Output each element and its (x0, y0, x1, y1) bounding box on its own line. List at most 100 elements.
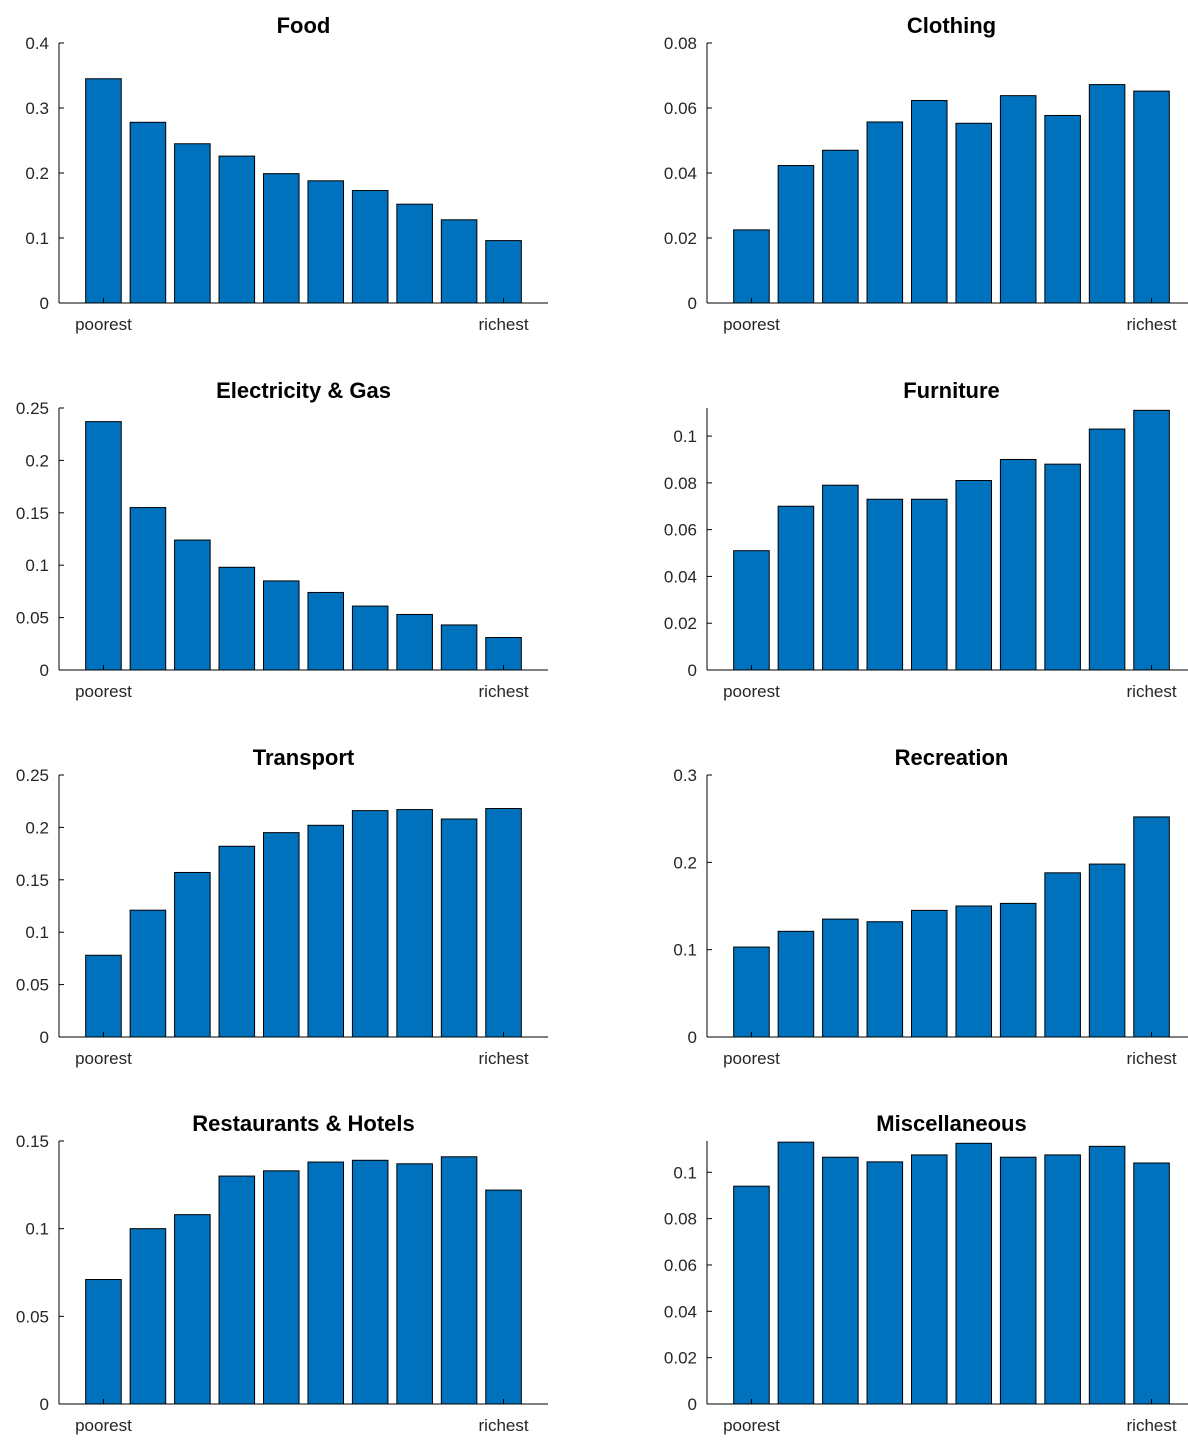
y-tick-label: 0.06 (664, 521, 697, 540)
bar (999, 458, 1037, 671)
bar (307, 180, 345, 304)
bar (822, 484, 859, 671)
bar (129, 121, 167, 304)
bar (733, 550, 770, 671)
y-tick-label: 0.02 (664, 614, 697, 633)
y-tick-label: 0.15 (16, 504, 49, 523)
y-tick-label: 0.1 (25, 923, 49, 942)
chart-title: Furniture (903, 378, 1000, 403)
y-tick-label: 0.25 (16, 766, 49, 785)
y-tick-label: 0.15 (16, 1132, 49, 1151)
x-tick-label: richest (1127, 682, 1177, 701)
bar (485, 1189, 522, 1405)
x-tick-label: poorest (75, 315, 132, 334)
y-tick-label: 0.1 (25, 1220, 49, 1239)
chart-title: Food (277, 13, 331, 38)
bar (351, 605, 389, 671)
y-tick-label: 0.1 (25, 229, 49, 248)
y-tick-label: 0.04 (664, 164, 697, 183)
chart-panel-0: Food 0 0.1 0.2 0.3 0.4 poorest richest (25, 13, 548, 334)
chart-panel-1: Clothing 0 0.02 0.04 0.06 0.08 poorest richest (664, 13, 1188, 334)
bar (351, 1159, 389, 1405)
bar (822, 918, 859, 1038)
bar (777, 930, 815, 1038)
bar (1088, 84, 1126, 304)
bar (218, 1175, 256, 1405)
x-tick-label: richest (479, 682, 529, 701)
bar (85, 1279, 122, 1405)
chart-title: Transport (253, 745, 355, 770)
bar (174, 871, 211, 1038)
bar (440, 624, 478, 671)
y-tick-label: 0 (688, 294, 697, 313)
bar (262, 580, 300, 671)
chart-panel-6: Restaurants & Hotels 0 0.05 0.1 0.15 poorest r… (16, 1111, 548, 1435)
bar (866, 1161, 904, 1405)
bar (174, 539, 211, 671)
bar (262, 173, 300, 304)
bar (822, 1156, 859, 1405)
x-tick-label: richest (1127, 1416, 1177, 1435)
y-tick-label: 0.06 (664, 99, 697, 118)
chart-title: Miscellaneous (876, 1111, 1026, 1136)
bar (85, 78, 122, 304)
bar (307, 824, 345, 1038)
bar (262, 1170, 300, 1405)
x-tick-label: poorest (75, 682, 132, 701)
bar (866, 121, 904, 304)
bar (129, 909, 167, 1038)
bar (1133, 90, 1170, 304)
y-tick-label: 0 (40, 1395, 49, 1414)
bar (1044, 463, 1081, 671)
bar (999, 1156, 1037, 1405)
y-tick-label: 0 (688, 1028, 697, 1047)
bar (910, 498, 948, 671)
y-tick-label: 0.02 (664, 229, 697, 248)
bar (1133, 816, 1170, 1038)
y-tick-label: 0.25 (16, 399, 49, 418)
bar (733, 229, 770, 304)
y-tick-label: 0 (40, 294, 49, 313)
y-tick-label: 0.2 (25, 451, 49, 470)
y-tick-label: 0.1 (673, 941, 697, 960)
bar (999, 902, 1037, 1038)
bar (733, 946, 770, 1038)
bar (129, 507, 167, 671)
y-tick-label: 0.08 (664, 1210, 697, 1229)
y-tick-label: 0.1 (673, 427, 697, 446)
bar (1133, 1162, 1170, 1405)
bar (396, 809, 433, 1038)
y-tick-label: 0.2 (25, 164, 49, 183)
y-tick-label: 0.04 (664, 567, 697, 586)
chart-title: Electricity & Gas (216, 378, 391, 403)
chart-panel-5: Recreation 0 0.1 0.2 0.3 poorest richest (673, 745, 1188, 1068)
y-tick-label: 0.05 (16, 609, 49, 628)
y-tick-label: 0 (688, 661, 697, 680)
bar (218, 566, 256, 671)
bar (999, 95, 1037, 304)
y-tick-label: 0.02 (664, 1349, 697, 1368)
x-tick-label: poorest (75, 1416, 132, 1435)
bar (777, 505, 815, 671)
x-tick-label: poorest (723, 682, 780, 701)
chart-title: Restaurants & Hotels (192, 1111, 415, 1136)
bar (440, 1156, 478, 1405)
x-tick-label: richest (479, 1416, 529, 1435)
bar (307, 591, 345, 671)
bar (1088, 1145, 1126, 1405)
bar (1088, 863, 1126, 1038)
bar (1044, 872, 1081, 1038)
bar (1133, 409, 1170, 671)
x-tick-label: richest (479, 315, 529, 334)
bar (1044, 1154, 1081, 1405)
bar (733, 1185, 770, 1405)
y-tick-label: 0.08 (664, 474, 697, 493)
y-tick-label: 0.08 (664, 34, 697, 53)
x-tick-label: poorest (723, 1049, 780, 1068)
bar (218, 155, 256, 304)
bar (396, 613, 433, 671)
bar (85, 954, 122, 1038)
bar (85, 421, 122, 671)
chart-panel-4: Transport 0 0.05 0.1 0.15 0.2 0.25 poorest riche… (16, 745, 548, 1068)
bar (777, 165, 815, 304)
